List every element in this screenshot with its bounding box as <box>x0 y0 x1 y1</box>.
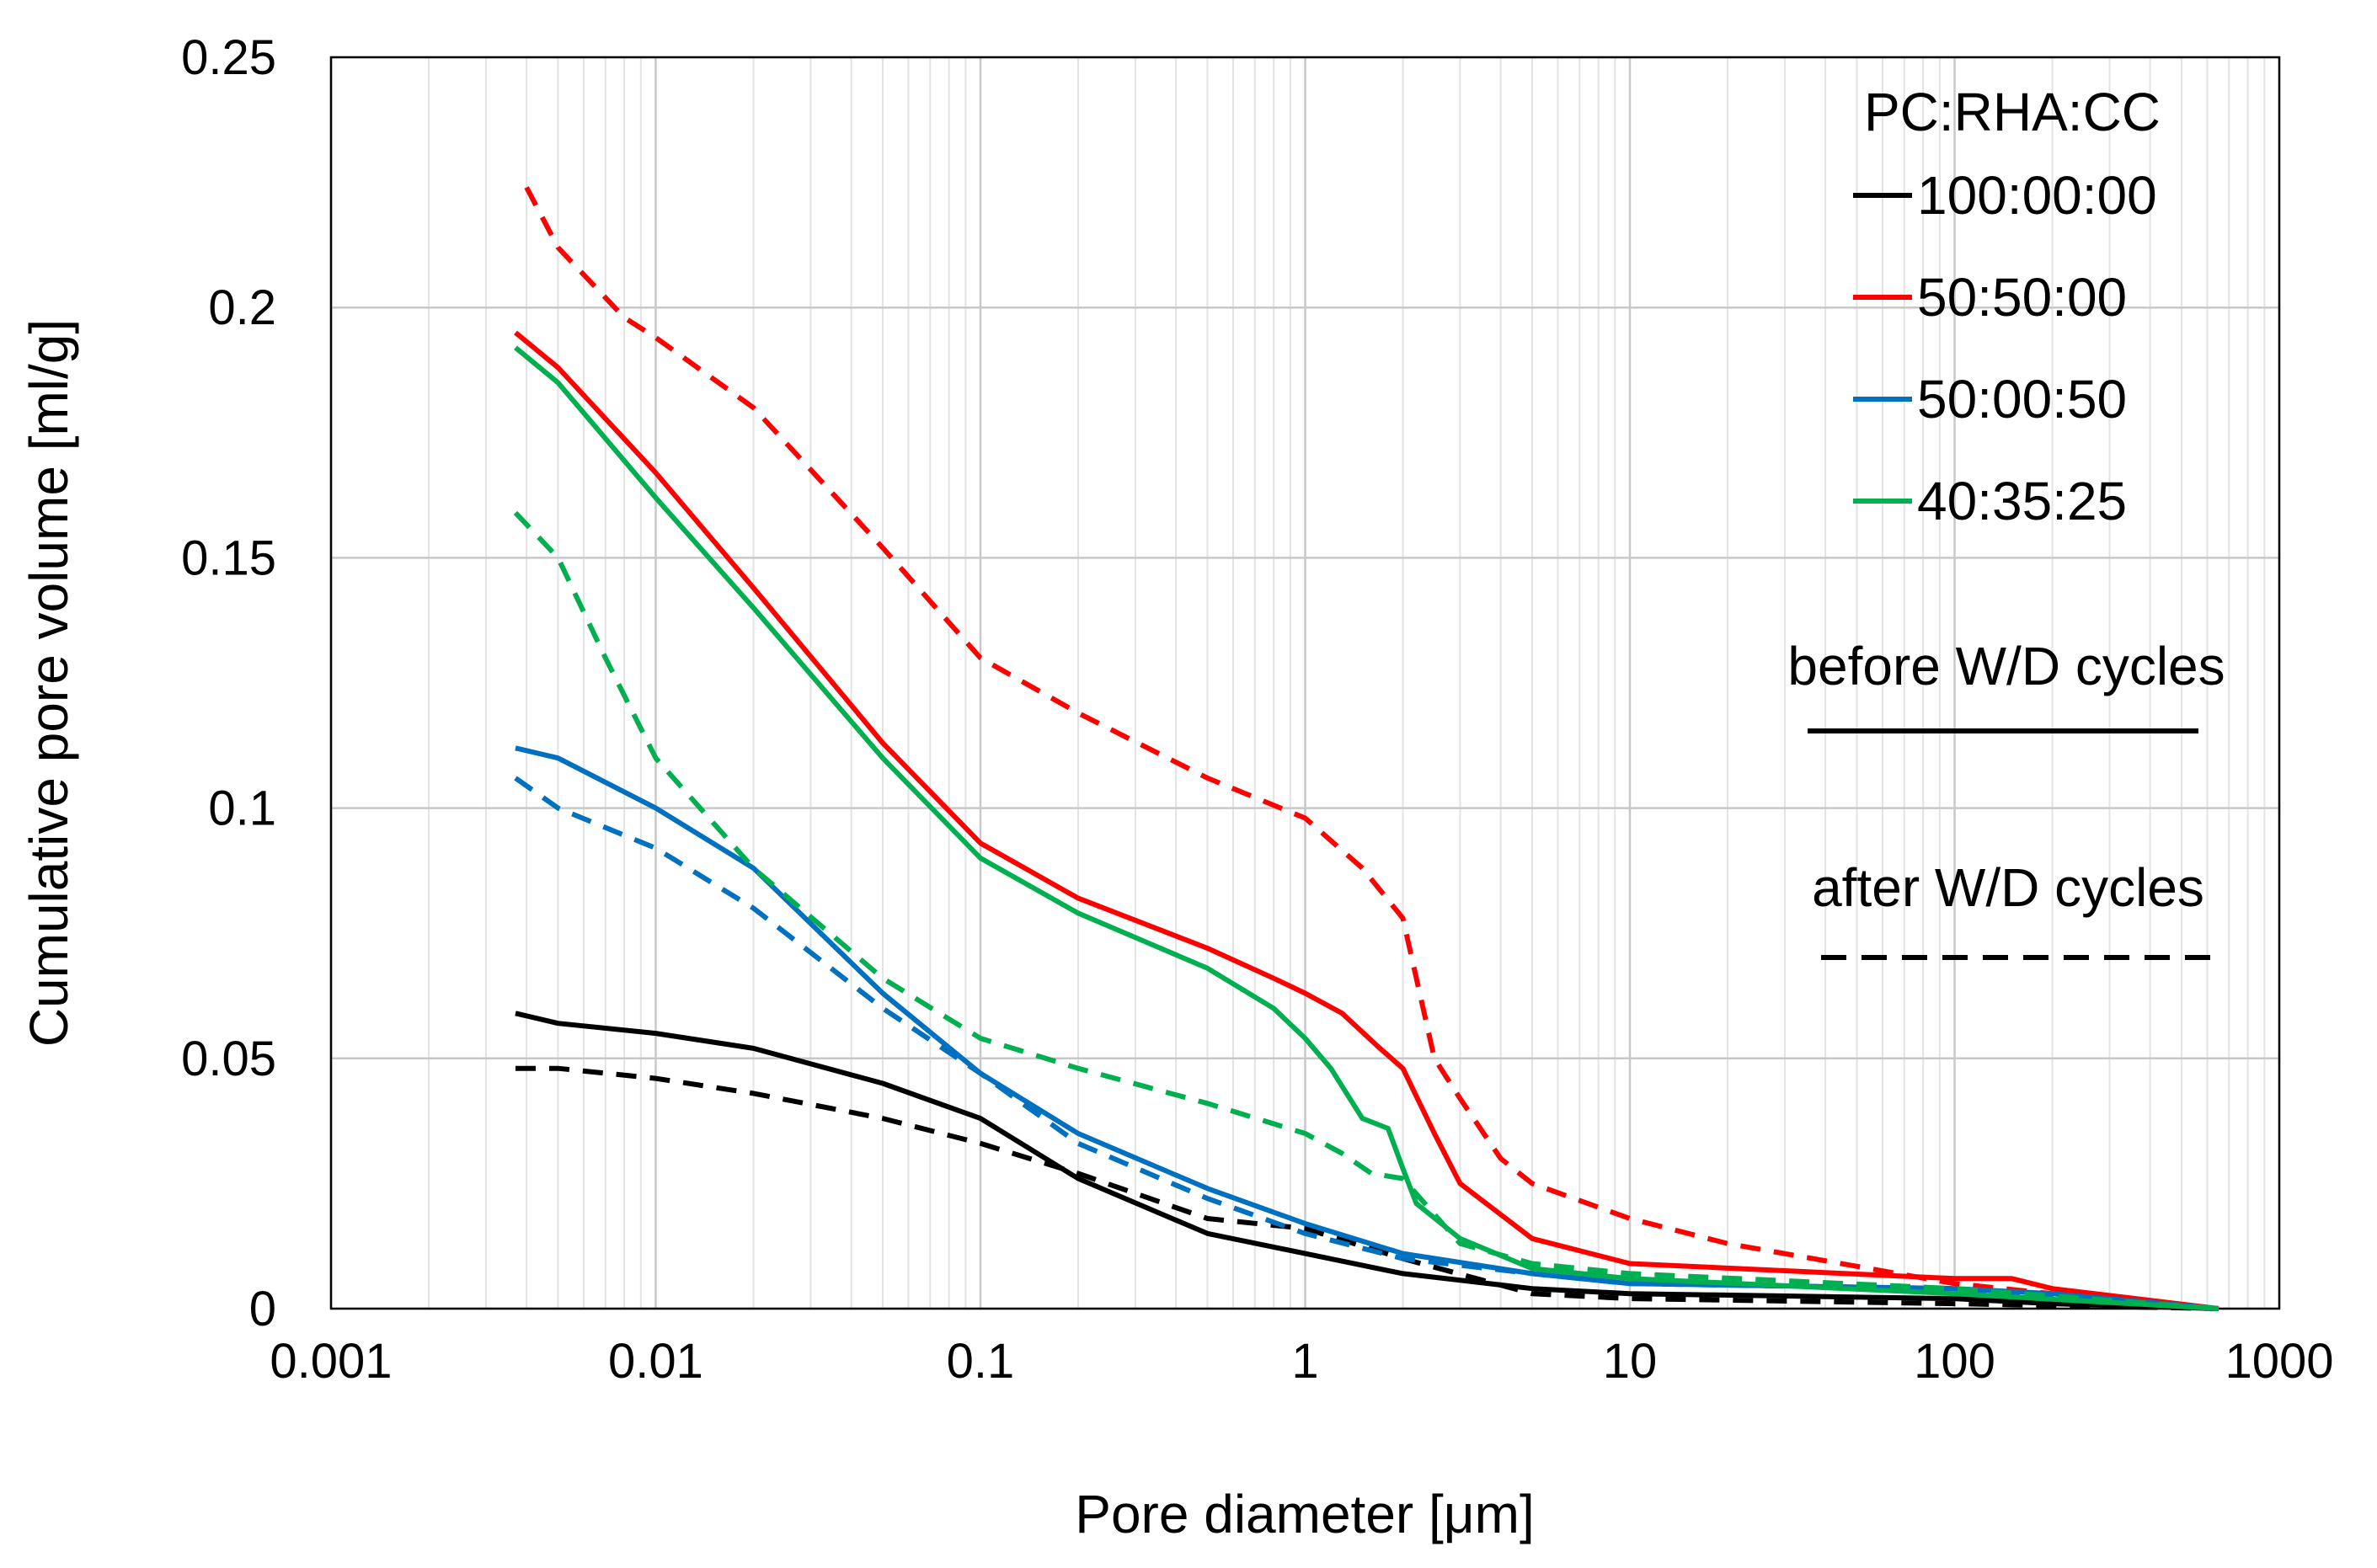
x-tick-label: 0.001 <box>270 1334 392 1389</box>
x-tick-label: 0.1 <box>947 1334 1015 1389</box>
legend-label: 40:35:25 <box>1917 471 2127 531</box>
y-tick-label: 0.2 <box>208 280 276 335</box>
x-tick-label: 100 <box>1914 1334 1995 1389</box>
x-tick-labels: 0.001 0.01 0.1 1 10 100 1000 <box>270 1334 2333 1389</box>
x-axis-title: Pore diameter [μm] <box>1075 1484 1535 1544</box>
y-tick-label: 0.05 <box>181 1032 276 1086</box>
y-tick-label: 0 <box>249 1282 276 1336</box>
legend-label: 100:00:00 <box>1917 165 2157 226</box>
y-tick-labels: 0 0.05 0.1 0.15 0.2 0.25 <box>181 30 276 1336</box>
series-layer <box>513 186 2219 1311</box>
y-tick-label: 0.15 <box>181 531 276 585</box>
x-tick-label: 1000 <box>2225 1334 2333 1389</box>
x-tick-label: 10 <box>1603 1334 1658 1389</box>
series-line-50-00-50-before <box>515 745 2219 1311</box>
series-line-100-00-00-before <box>515 1011 2219 1311</box>
series-line-50-50-00-before <box>514 330 2219 1311</box>
x-tick-label: 1 <box>1291 1334 1318 1389</box>
series-line-40-35-25-before <box>514 345 2219 1311</box>
legend-title: PC:RHA:CC <box>1864 82 2161 142</box>
series-line-100-00-00-after <box>515 1065 2219 1311</box>
legend-note-before: before W/D cycles <box>1787 636 2225 696</box>
y-axis-title: Cumulative pore volume [ml/g] <box>19 319 79 1047</box>
x-tick-label: 0.01 <box>608 1334 703 1389</box>
legend-items: 100:00:00 50:50:00 50:00:50 40:35:25 <box>1853 165 2157 531</box>
y-tick-label: 0.1 <box>208 781 276 836</box>
y-tick-label: 0.25 <box>181 30 276 85</box>
legend-label: 50:50:00 <box>1917 267 2127 328</box>
legend-label: 50:00:50 <box>1917 369 2127 429</box>
series-line-50-50-00-after <box>524 186 2219 1311</box>
plot-area-frame <box>329 56 2281 1310</box>
legend-note-after: after W/D cycles <box>1812 857 2204 918</box>
legend: PC:RHA:CC 100:00:00 50:50:00 50:00:50 40:35… <box>1787 82 2225 960</box>
